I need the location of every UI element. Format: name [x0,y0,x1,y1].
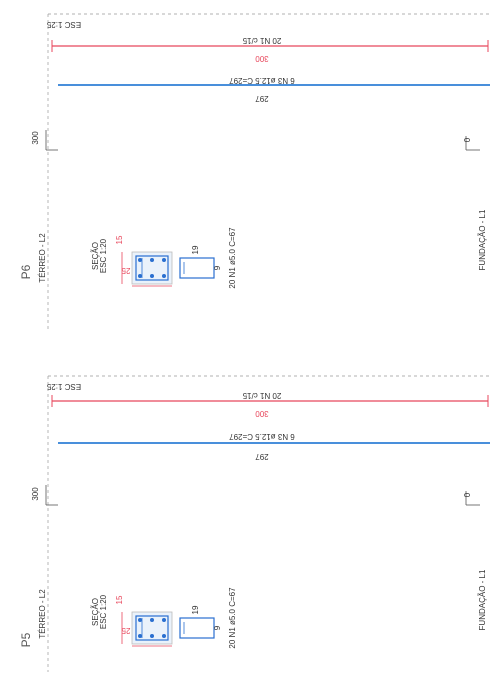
cross-section [131,251,173,285]
pillar-label: P6 [19,264,33,279]
section-height-dim: 15 [115,235,124,244]
stirrup-callout: 20 N1 c/15 [242,391,281,400]
bar-callout: 6 N3 ø12.5 C=297 [229,76,295,85]
level-top-name: TÉRREO - L2 [38,233,47,283]
section-width-dim: 25 [121,266,130,275]
level-marker-top: 300 [31,485,58,506]
level-marker-top: 300 [31,130,58,151]
level-top-mark: 300 [31,487,40,501]
stirrup-spec: 20 N1 ø5.0 C=67 [228,227,237,289]
level-bottom-name: FUNDAÇÃO - L1 [478,569,487,630]
section-height-dim: 15 [115,595,124,604]
sheet-p5: ESC 1:25 20 N1 c/15 300 6 N3 ø12.5 C=297… [19,375,490,672]
stirrup-dimension-value: 300 [255,54,269,63]
stirrup-detail [179,617,215,639]
cross-section [131,611,173,645]
stirrup-spec: 20 N1 ø5.0 C=67 [228,587,237,649]
stirrup-height: 9 [213,265,222,270]
bar-callout: 6 N3 ø12.5 C=297 [229,432,295,441]
stirrup-callout: 20 N1 c/15 [242,36,281,45]
section-title: SEÇÃO [91,242,100,270]
level-bottom-name: FUNDAÇÃO - L1 [478,209,487,270]
section-scale: ESC 1:20 [99,238,108,273]
level-top-mark: 300 [31,131,40,145]
bar-length-value: 297 [255,94,269,103]
section-width-dim: 25 [121,626,130,635]
section-title: SEÇÃO [91,598,100,626]
level-marker-bottom: 0 [463,491,480,506]
stirrup-dimension-value: 300 [255,409,269,418]
stirrup-height: 9 [213,625,222,630]
stirrup-detail [179,257,215,279]
scale-note: ESC 1:25 [46,382,81,391]
scale-note: ESC 1:25 [46,20,81,29]
level-bottom-mark: 0 [463,492,472,497]
bar-length-value: 297 [255,452,269,461]
level-top-name: TÉRREO - L2 [38,589,47,639]
stirrup-width: 19 [191,245,200,254]
sheet-p6: ESC 1:25 20 N1 c/15 300 6 N3 ø12.5 C=297… [19,13,490,330]
section-scale: ESC 1:20 [99,594,108,629]
pillar-label: P5 [19,632,33,647]
stirrup-width: 19 [191,605,200,614]
level-marker-bottom: 0 [463,136,480,151]
level-bottom-mark: 0 [463,137,472,142]
